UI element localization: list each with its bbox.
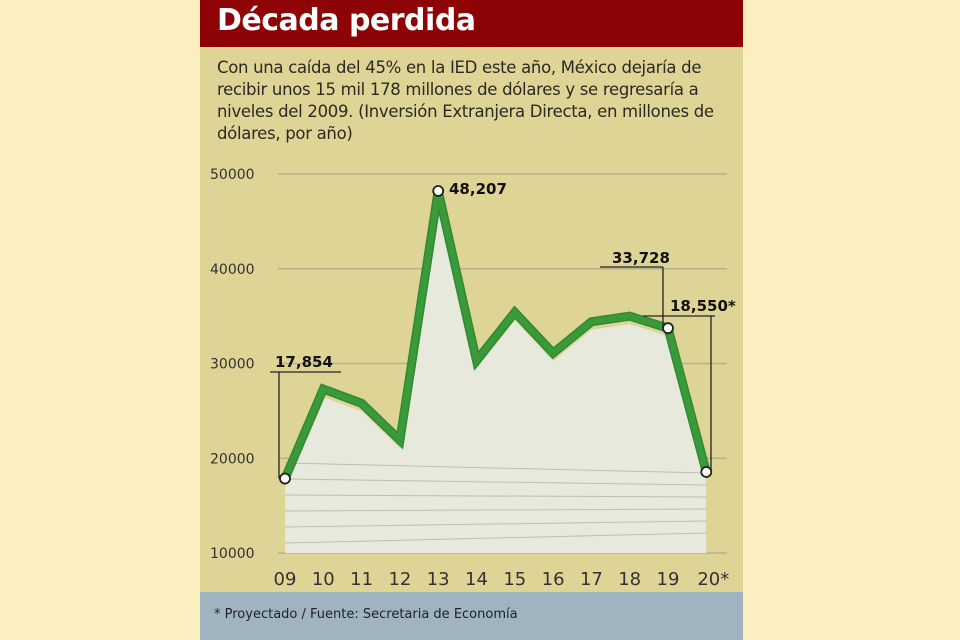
highlight-marker <box>662 322 674 335</box>
source-note: * Proyectado / Fuente: Secretaria de Eco… <box>214 607 518 622</box>
data-label: 33,728 <box>612 249 670 267</box>
x-tick-label: 19 <box>657 569 680 590</box>
bill-texture <box>284 508 707 512</box>
x-tick-label: 11 <box>350 569 373 590</box>
y-tick-label: 50000 <box>210 167 255 183</box>
bill-texture <box>284 520 707 528</box>
highlight-marker <box>700 466 713 478</box>
x-tick-label: 18 <box>618 569 641 590</box>
data-label: 17,854 <box>275 353 333 371</box>
y-tick-label: 20000 <box>210 451 255 467</box>
x-tick-label: 20* <box>697 569 729 590</box>
y-tick-label: 40000 <box>210 262 255 278</box>
y-tick-label: 30000 <box>210 357 255 373</box>
infographic-panel: Década perdida Con una caída del 45% en … <box>200 0 743 640</box>
x-tick-label: 09 <box>274 569 297 590</box>
highlight-marker <box>279 472 291 485</box>
footer-bar: * Proyectado / Fuente: Secretaria de Eco… <box>200 592 743 640</box>
dollar-bills-image <box>285 198 707 553</box>
bill-texture <box>284 462 707 474</box>
chart-subtitle: Con una caída del 45% en la IED este año… <box>217 58 714 143</box>
bill-texture <box>284 478 707 486</box>
highlight-marker <box>432 185 445 197</box>
bill-texture <box>284 494 707 498</box>
x-tick-label: 14 <box>465 569 488 590</box>
x-tick-label: 15 <box>503 569 526 590</box>
x-tick-label: 12 <box>388 569 411 590</box>
x-tick-label: 17 <box>580 569 603 590</box>
series-line <box>282 190 710 480</box>
y-tick-label: 10000 <box>210 546 255 562</box>
x-tick-label: 10 <box>312 569 335 590</box>
data-label: 48,207 <box>449 180 507 198</box>
x-tick-label: 16 <box>542 569 565 590</box>
header-bar: Década perdida <box>200 0 743 47</box>
data-label: 18,550* <box>670 297 736 315</box>
line-chart: 50000 40000 30000 20000 10000 09 10 11 12 13 14 15 1… <box>210 167 736 590</box>
bill-texture <box>284 532 707 544</box>
chart-title: Década perdida <box>217 3 476 38</box>
x-tick-label: 13 <box>427 569 450 590</box>
